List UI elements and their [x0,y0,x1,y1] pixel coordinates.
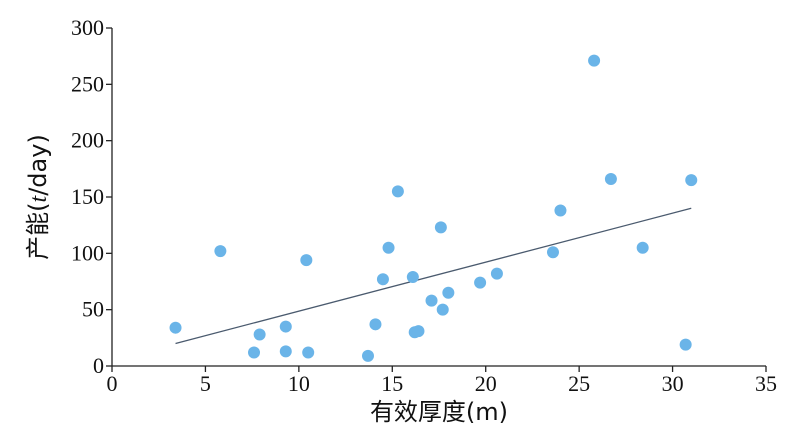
y-tick-label: 100 [71,240,104,265]
data-point [361,349,374,362]
data-point [253,328,266,341]
data-point [248,346,261,359]
x-tick-label: 35 [755,371,777,396]
data-point [554,204,567,217]
y-axis-title-prefix: 产能( [24,202,52,259]
y-tick-label: 150 [71,184,104,209]
axis-ticks: 0 5 10 15 20 25 30 35 0 50 100 150 200 250 300 [71,15,777,396]
y-tick-label: 200 [71,128,104,153]
data-point [214,245,227,258]
y-tick-label: 250 [71,71,104,96]
data-point [436,303,449,316]
data-point [604,172,617,185]
y-tick-label: 50 [82,297,104,322]
data-point [300,254,313,267]
y-tick-label: 0 [93,353,104,378]
data-point [279,320,292,333]
y-axis-title: 产能(t/day) [24,134,52,260]
data-point [425,294,438,307]
x-tick-label: 25 [568,371,590,396]
x-tick-label: 30 [662,371,684,396]
data-point [588,54,601,67]
data-point [406,270,419,283]
data-point [434,221,447,234]
x-tick-label: 5 [200,371,211,396]
data-point [382,241,395,254]
data-point [685,174,698,187]
x-tick-label: 0 [107,371,118,396]
data-point [369,318,382,331]
data-point [490,267,503,280]
data-point [679,338,692,351]
y-axis-title-italic-unit: t [26,194,52,202]
data-point [376,273,389,286]
y-tick-label: 300 [71,15,104,40]
data-point [442,286,455,299]
x-tick-label: 15 [381,371,403,396]
data-points [169,54,698,362]
data-point [279,345,292,358]
x-axis-title: 有效厚度(m) [370,398,508,426]
data-point [636,241,649,254]
x-tick-label: 10 [288,371,310,396]
x-tick-label: 20 [475,371,497,396]
data-point [169,321,182,334]
data-point [412,325,425,338]
trend-line [175,207,692,345]
data-point [391,185,404,198]
data-point [474,276,487,289]
y-axis-title-suffix: /day) [24,134,52,196]
data-point [546,246,559,259]
data-point [302,346,315,359]
